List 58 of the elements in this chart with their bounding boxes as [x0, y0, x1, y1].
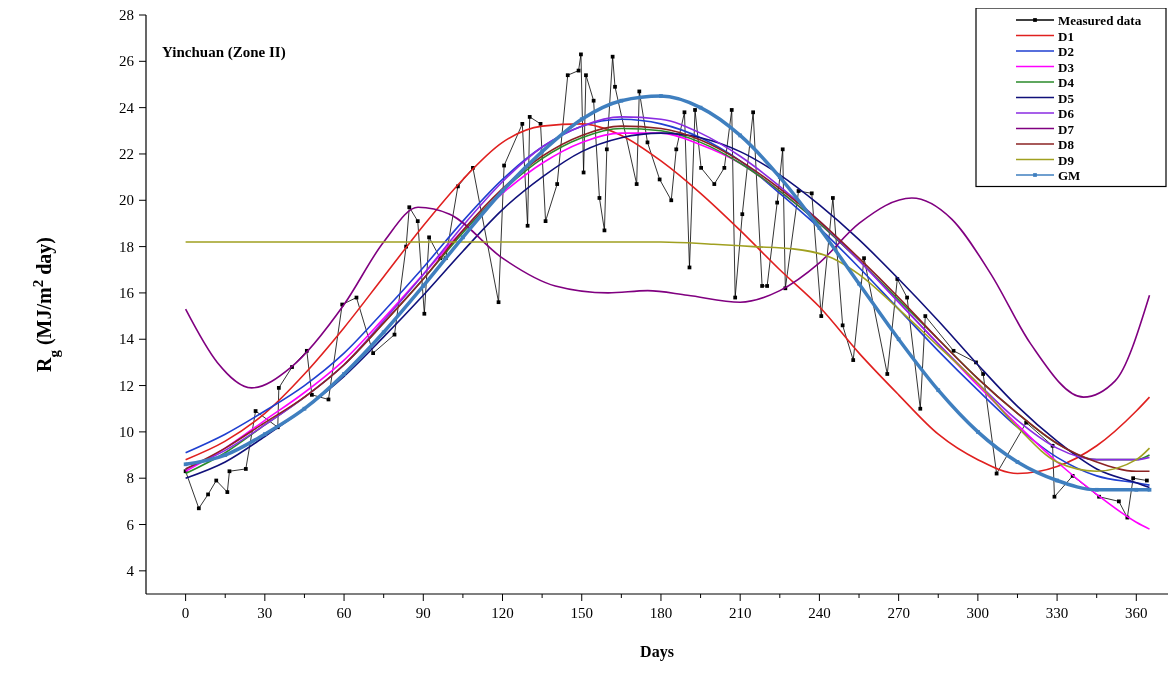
legend-label: D3	[1058, 59, 1075, 75]
x-tick-label: 300	[966, 605, 990, 621]
x-tick-label: 360	[1125, 605, 1148, 621]
y-tick-label: 14	[119, 331, 135, 348]
legend-label: D2	[1058, 44, 1074, 59]
x-tick-label: 150	[570, 605, 593, 621]
legend-label: D7	[1058, 121, 1075, 137]
y-tick-label: 26	[119, 53, 135, 70]
y-tick-label: 4	[126, 562, 135, 579]
point	[975, 430, 980, 434]
x-tick-label: 330	[1045, 605, 1069, 621]
x-tick-label: 30	[257, 605, 273, 621]
x-tick-label: 210	[728, 605, 752, 621]
point	[540, 149, 544, 154]
point	[659, 94, 663, 98]
legend-label: GM	[1058, 168, 1081, 183]
x-tick-label: 120	[491, 605, 514, 621]
y-tick-label: 22	[119, 145, 134, 162]
x-tick-label: 60	[336, 605, 352, 621]
point	[936, 388, 941, 393]
legend-label: D5	[1058, 90, 1075, 106]
point	[777, 175, 782, 179]
y-tick-label: 20	[119, 192, 134, 209]
y-tick-label: 28	[119, 7, 134, 23]
point	[896, 337, 901, 342]
point	[421, 284, 426, 288]
x-tick-label: 90	[415, 605, 431, 621]
x-tick-label: 180	[649, 605, 673, 621]
point	[1134, 487, 1139, 492]
legend-label: D9	[1058, 152, 1075, 168]
point	[1094, 487, 1099, 492]
line-series	[184, 241, 1151, 473]
y-tick-label: 10	[119, 423, 134, 440]
point	[223, 453, 228, 457]
point	[342, 372, 346, 376]
point	[579, 117, 584, 122]
y-tick-label: 12	[119, 377, 134, 394]
point	[381, 330, 386, 335]
y-tick-label: 24	[119, 99, 135, 116]
y-tick-label: 8	[126, 470, 134, 487]
point	[461, 235, 465, 240]
point	[857, 281, 861, 286]
x-tick-label: 270	[887, 605, 910, 621]
line-series	[184, 197, 1151, 398]
y-tick-label: 18	[119, 238, 134, 255]
legend-label: D8	[1058, 137, 1075, 152]
legend-label: D1	[1058, 28, 1074, 44]
legend-label: D6	[1058, 106, 1075, 121]
y-tick-label: 6	[126, 516, 135, 533]
legend-label: Measured data	[1058, 13, 1142, 28]
text: Yinchuan (Zone II)	[162, 44, 286, 61]
y-tick-label: 16	[119, 284, 135, 301]
x-tick-label: 0	[181, 605, 190, 621]
x-tick-label: 240	[808, 605, 831, 621]
legend-label: D4	[1058, 75, 1075, 90]
point	[619, 98, 624, 103]
x-axis-title: Days	[640, 643, 674, 661]
point	[262, 432, 267, 437]
